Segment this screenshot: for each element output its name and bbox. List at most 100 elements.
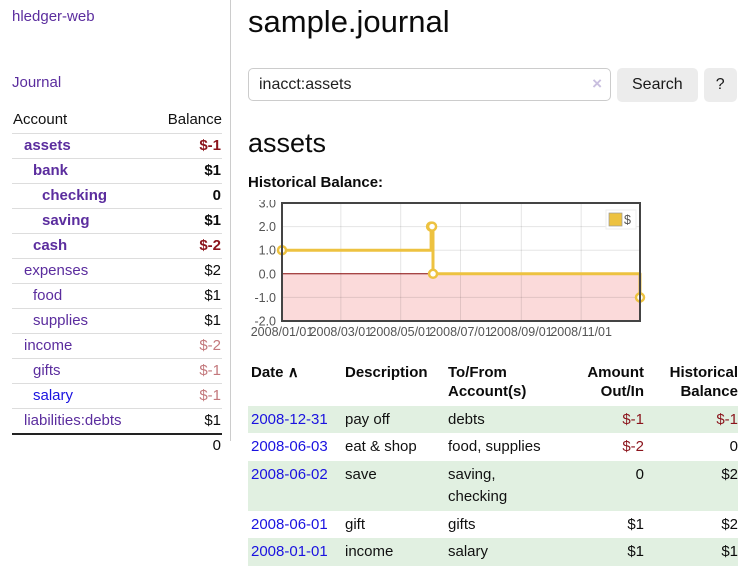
accounts-header-account: Account (12, 108, 153, 134)
search-button[interactable]: Search (617, 68, 698, 102)
y-tick-label: 0.0 (259, 267, 276, 281)
transaction-date-link[interactable]: 2008-01-01 (251, 543, 328, 561)
transaction-date-link[interactable]: 2008-06-03 (251, 438, 328, 456)
account-link[interactable]: salary (33, 387, 74, 404)
legend-swatch (608, 212, 623, 227)
account-balance: 0 (152, 183, 222, 209)
brand-link[interactable]: hledger-web (12, 8, 95, 25)
transaction-balance: $2 (721, 466, 738, 483)
account-name-cell: saving (12, 208, 153, 234)
transaction-balance: 0 (729, 438, 738, 456)
transaction-description: eat & shop (345, 438, 417, 456)
date-header-label: Date (251, 364, 284, 381)
account-balance: $-1 (152, 383, 222, 409)
sidebar: hledger-web Journal Account Balance asse… (0, 0, 231, 458)
account-balance: $-2 (152, 333, 222, 359)
account-name-cell: cash (12, 233, 153, 259)
x-tick-label: 2008/03/01 (310, 325, 373, 339)
transaction-description: income (345, 543, 394, 561)
accounts-header-balance: Balance (152, 108, 222, 134)
transaction-amount: 0 (635, 466, 644, 483)
account-balance: $1 (152, 158, 222, 184)
transaction-description: gift (345, 515, 366, 533)
sidebar-item-journal[interactable]: Journal (12, 74, 62, 91)
x-tick-label: 2008/05/01 (369, 325, 432, 339)
register-header-balance: Historical Balance (669, 364, 738, 400)
account-link[interactable]: food (33, 287, 63, 304)
transaction-accounts: debts (448, 410, 485, 428)
y-tick-label: -1.0 (254, 291, 276, 305)
transaction-date-link[interactable]: 2008-06-01 (251, 515, 328, 533)
account-balance: $-2 (152, 233, 222, 259)
register-table: Date ∧ Description To/From Account(s) Am… (248, 362, 738, 566)
balance-chart[interactable]: $3.0 2.0 1.0 0.0 -1.0 -2.02008/01/012008/03/0… (248, 200, 660, 345)
x-tick-label: 2008/09/01 (490, 325, 553, 339)
account-link[interactable]: cash (33, 237, 68, 254)
account-balance: $-1 (152, 133, 222, 159)
account-row: expenses $2 (12, 258, 222, 284)
transaction-row: 2008-06-03 eat & shop food, supplies $-2 0 (248, 433, 738, 461)
account-row: liabilities:debts $1 (12, 408, 222, 435)
main-content: sample.journal × Search ? assets Histori… (231, 0, 742, 566)
transaction-amount: $-1 (622, 410, 644, 428)
clear-search-icon[interactable]: × (592, 74, 602, 93)
register-header-description: Description (345, 364, 428, 381)
transaction-date-cell: 2008-06-03 (248, 433, 345, 461)
transaction-date-link[interactable]: 2008-06-02 (251, 466, 328, 483)
register-header-accounts: To/From Account(s) (448, 364, 527, 400)
transaction-accounts: salary (448, 543, 489, 561)
app: hledger-web Journal Account Balance asse… (0, 0, 742, 566)
account-balance: $1 (152, 408, 222, 435)
transaction-date-cell: 2008-06-02 (248, 461, 345, 511)
account-row: income $-2 (12, 333, 222, 359)
account-row: assets $-1 (12, 133, 222, 159)
transaction-date-cell: 2008-06-01 (248, 511, 345, 539)
register-header-row: Date ∧ Description To/From Account(s) Am… (248, 362, 738, 406)
account-name-cell: gifts (12, 358, 153, 384)
account-row: gifts $-1 (12, 358, 222, 384)
transaction-date-link[interactable]: 2008-12-31 (251, 410, 328, 428)
accounts-total-balance: 0 (152, 433, 222, 458)
account-link[interactable]: gifts (33, 362, 61, 379)
account-link[interactable]: bank (33, 162, 69, 179)
account-balance: $1 (152, 208, 222, 234)
account-link[interactable]: assets (24, 137, 71, 154)
account-link[interactable]: saving (42, 212, 90, 229)
transaction-amount: $1 (627, 543, 644, 561)
sort-ascending-icon: ∧ (287, 364, 299, 381)
account-name-cell: expenses (12, 258, 153, 284)
y-tick-label: 3.0 (259, 200, 276, 211)
account-link[interactable]: income (24, 337, 73, 354)
account-link[interactable]: checking (42, 187, 108, 204)
transaction-accounts: food, supplies (448, 438, 541, 456)
transaction-description: save (345, 466, 377, 483)
y-tick-label: 2.0 (259, 220, 276, 234)
x-tick-label: 2008/07/01 (429, 325, 492, 339)
accounts-total-spacer (12, 433, 153, 458)
account-name-cell: salary (12, 383, 153, 409)
transaction-accounts: saving, checking (448, 466, 508, 505)
account-heading: assets (248, 128, 327, 158)
transaction-amount: $1 (627, 515, 644, 533)
account-row: checking 0 (12, 183, 222, 209)
account-link[interactable]: supplies (33, 312, 89, 329)
account-row: food $1 (12, 283, 222, 309)
account-link[interactable]: expenses (24, 262, 89, 279)
account-link[interactable]: liabilities:debts (24, 412, 122, 429)
transaction-date-cell: 2008-12-31 (248, 406, 345, 434)
register-header-amount: Amount Out/In (587, 364, 644, 400)
account-row: salary $-1 (12, 383, 222, 409)
accounts-table-body: assets $-1 bank $1 checking 0 saving $1 cash $-2 e… (12, 133, 222, 435)
transaction-balance: $1 (721, 543, 738, 561)
legend-label: $ (624, 213, 631, 227)
register-header-date[interactable]: Date ∧ (248, 362, 345, 406)
account-name-cell: income (12, 333, 153, 359)
account-name-cell: supplies (12, 308, 153, 334)
x-tick-label: 2008/11/01 (550, 325, 612, 339)
transaction-description: pay off (345, 410, 390, 428)
accounts-table: Account Balance assets $-1 bank $1 checking 0… (12, 108, 222, 458)
search-input[interactable] (248, 68, 611, 101)
help-button[interactable]: ? (703, 68, 737, 102)
account-name-cell: checking (12, 183, 153, 209)
account-name-cell: liabilities:debts (12, 408, 153, 435)
